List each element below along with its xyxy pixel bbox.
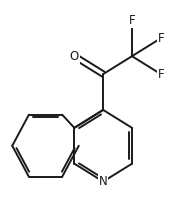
- Text: N: N: [99, 175, 107, 188]
- Text: F: F: [158, 32, 164, 45]
- Text: F: F: [129, 14, 135, 27]
- Text: O: O: [70, 50, 79, 63]
- Text: F: F: [158, 68, 164, 81]
